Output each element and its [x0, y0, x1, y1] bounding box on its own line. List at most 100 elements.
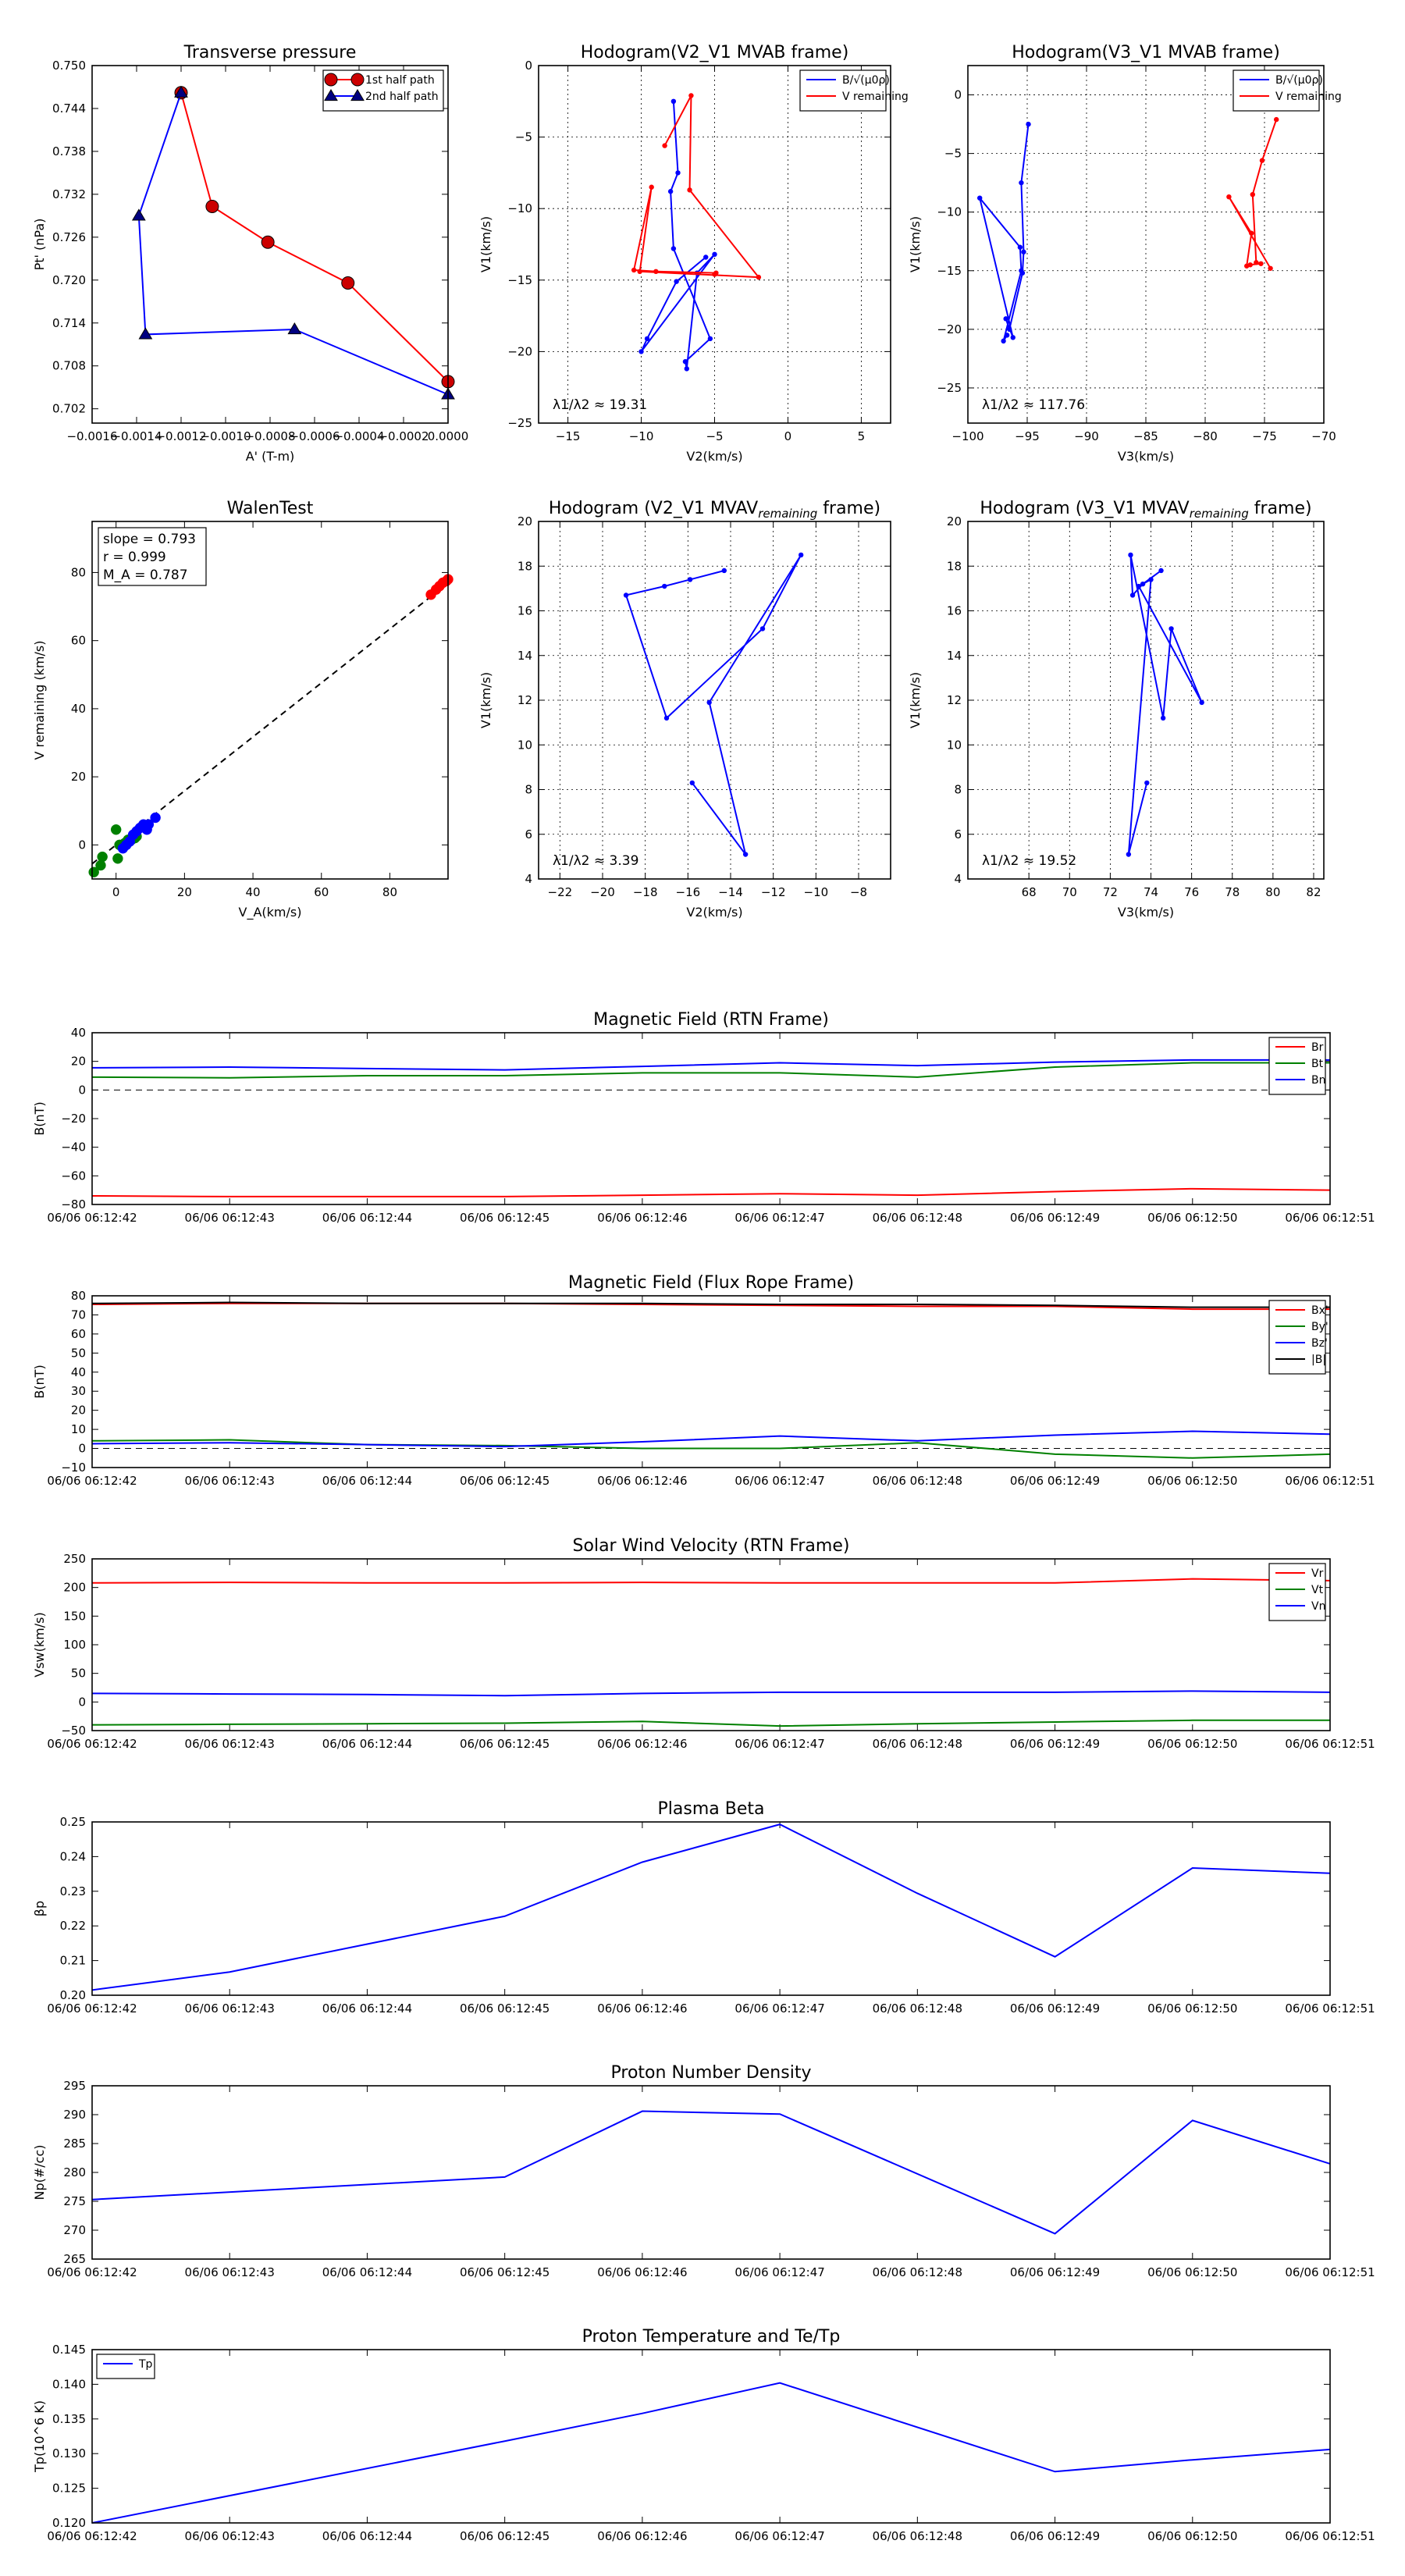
- hodogram-v2-v1-mvab-point: [707, 336, 713, 342]
- proton-temperature-ytick-label: 0.140: [52, 2377, 86, 2391]
- transverse-pressure-ytick-label: 0.744: [52, 101, 86, 116]
- hodogram-v2-v1-mvab-point: [653, 269, 659, 275]
- hodogram-v3-v1-mvab-xtick-label: −90: [1074, 429, 1099, 443]
- solar-wind-velocity-ytick-label: 250: [63, 1552, 86, 1566]
- hodogram-v3-v1-mvab-point: [1017, 244, 1023, 250]
- hodogram-v3-v1-mvab-point: [1010, 335, 1016, 340]
- hodogram-v2-v1-mvab-point: [644, 336, 650, 342]
- transverse-pressure-ytick-label: 0.720: [52, 273, 86, 287]
- magnetic-field-rtn-ytick-label: 20: [71, 1055, 86, 1069]
- transverse-pressure-xtick-label: −0.0008: [244, 429, 295, 443]
- hodogram-v2-v1-mvav-xtick-label: −14: [718, 885, 743, 899]
- plasma-beta-chart: 0.20 0.21 0.22 0.23 0.24 0.25 06/06 06:12:42 06…: [32, 1799, 1375, 2016]
- hodogram-v3-v1-mvab-chart: −25 −20 −15 −10 −5 0 −100 −95 −90 −85 −80 −75 −70 Hod…: [908, 43, 1342, 464]
- hodogram-v3-v1-mvab-point: [1007, 326, 1012, 333]
- proton-temperature-series-tp-line: [91, 2382, 1331, 2524]
- hodogram-v2-v1-mvav-point: [706, 699, 712, 706]
- hodogram-v2-v1-mvab-xtick-label: −5: [706, 429, 723, 443]
- hodogram-v3-v1-mvav-xtick-label: 72: [1103, 885, 1118, 899]
- plasma-beta-time-label: 06/06 06:12:51: [1285, 2001, 1375, 2016]
- transverse-pressure-xtick-label: −0.0006: [289, 429, 340, 443]
- magnetic-field-rtn-legend-label: Bn: [1311, 1074, 1325, 1087]
- magnetic-field-flux-rope-ytick-label: 30: [71, 1384, 86, 1398]
- hodogram-v2-v1-mvab-point: [667, 189, 674, 194]
- solar-wind-velocity-time-label: 06/06 06:12:51: [1285, 1737, 1375, 1751]
- solar-wind-velocity-time-label: 06/06 06:12:48: [873, 1737, 962, 1751]
- transverse-pressure-xtick-label: −0.0014: [111, 429, 162, 443]
- hodogram-v2-v1-mvab-xtick-label: −15: [556, 429, 581, 443]
- hodogram-v3-v1-mvav-xtick-label: 76: [1184, 885, 1199, 899]
- magnetic-field-flux-rope-legend-label: |B|: [1311, 1354, 1326, 1366]
- hodogram-v3-v1-mvav-ytick-label: 4: [954, 872, 962, 886]
- hodogram-v2-v1-mvab-xtick-label: −10: [629, 429, 654, 443]
- transverse-pressure-xtick-label: −0.0012: [155, 429, 206, 443]
- proton-number-density-time-label: 06/06 06:12:50: [1147, 2265, 1237, 2279]
- transverse-pressure-frame: [91, 65, 449, 424]
- hodogram-v2-v1-mvab-point: [649, 184, 654, 190]
- transverse-pressure-ytick-label: 0.708: [52, 359, 86, 373]
- magnetic-field-flux-rope-ytick-label: 40: [71, 1365, 86, 1379]
- transverse-pressure-ytick-label: 0.738: [52, 144, 86, 158]
- solar-wind-velocity-ytick-label: 100: [63, 1638, 86, 1652]
- walen-test-xtick-label: 20: [177, 885, 192, 899]
- hodogram-v3-v1-mvav-series-path-line: [1127, 554, 1203, 855]
- hodogram-v2-v1-mvab-frame: [538, 65, 891, 424]
- transverse-pressure-title: Transverse pressure: [183, 43, 357, 62]
- plasma-beta-time-label: 06/06 06:12:42: [47, 2001, 137, 2016]
- hodogram-v3-v1-mvab-eigen-ratio: λ1/λ2 ≈ 117.76: [982, 397, 1085, 413]
- proton-number-density-time-label: 06/06 06:12:45: [460, 2265, 550, 2279]
- transverse-pressure-legend: [322, 69, 444, 112]
- transverse-pressure-ytick-label: 0.726: [52, 230, 86, 244]
- solar-wind-velocity-time-label: 06/06 06:12:43: [185, 1737, 275, 1751]
- hodogram-v2-v1-mvav-frame: [538, 521, 891, 880]
- proton-temperature-legend: [96, 2354, 155, 2379]
- hodogram-v2-v1-mvab-ytick-label: −5: [515, 130, 532, 144]
- hodogram-v2-v1-mvav-ytick-label: 14: [518, 649, 532, 663]
- walen-stats-box: [98, 527, 207, 586]
- hodogram-v2-v1-mvav-point: [663, 715, 670, 721]
- magnetic-field-rtn-legend-label: Bt: [1311, 1058, 1324, 1070]
- walen-stat-line: slope = 0.793: [103, 532, 196, 547]
- hodogram-v3-v1-mvav-eigen-ratio: λ1/λ2 ≈ 19.52: [982, 853, 1076, 869]
- solar-wind-velocity-ylabel: Vsw(km/s): [32, 1612, 47, 1677]
- walen-test-xtick-label: 40: [246, 885, 261, 899]
- magnetic-field-flux-rope-ytick-label: 80: [71, 1289, 86, 1303]
- proton-number-density-ytick-label: 275: [63, 2194, 86, 2208]
- magnetic-field-flux-rope-time-label: 06/06 06:12:47: [735, 1474, 824, 1488]
- solar-wind-velocity-legend-label: Vr: [1311, 1567, 1324, 1580]
- transverse-pressure-ytick-label: 0.732: [52, 187, 86, 201]
- solar-wind-velocity-time-label: 06/06 06:12:44: [322, 1737, 412, 1751]
- hodogram-v2-v1-mvab-ytick-label: −25: [507, 416, 532, 430]
- proton-temperature-ytick-label: 0.130: [52, 2446, 86, 2460]
- solar-wind-velocity-time-label: 06/06 06:12:45: [460, 1737, 550, 1751]
- hodogram-v2-v1-mvab-ytick-label: −10: [507, 201, 532, 215]
- solar-wind-velocity-series-vt-line: [91, 1719, 1330, 1727]
- walen-test-ytick-label: 40: [71, 702, 86, 716]
- walen-test-frame: [91, 521, 449, 880]
- magnetic-field-rtn-ytick-label: −60: [61, 1169, 86, 1183]
- proton-temperature-time-label: 06/06 06:12:42: [47, 2529, 137, 2543]
- hodogram-v3-v1-mvav-ylabel: V1(km/s): [908, 672, 923, 728]
- plasma-beta-ylabel: βp: [32, 1901, 47, 1916]
- hodogram-v3-v1-mvav-ytick-label: 18: [947, 559, 962, 573]
- hodogram-v2-v1-mvab-point: [712, 251, 717, 258]
- plasma-beta-time-label: 06/06 06:12:44: [322, 2001, 412, 2016]
- solar-wind-velocity-time-label: 06/06 06:12:50: [1147, 1737, 1237, 1751]
- plasma-beta-ytick-label: 0.21: [60, 1954, 86, 1968]
- magnetic-field-flux-rope-ytick-label: 60: [71, 1327, 86, 1341]
- magnetic-field-flux-rope-frame: [91, 1295, 1331, 1468]
- hodogram-v3-v1-mvab-ytick-label: −15: [937, 264, 962, 278]
- solar-wind-velocity-series-vn-line: [91, 1690, 1331, 1697]
- hodogram-v2-v1-mvav-point: [759, 626, 766, 632]
- proton-number-density-ytick-label: 280: [63, 2165, 86, 2179]
- hodogram-v2-v1-mvab-point: [682, 359, 688, 365]
- walen-test-ylabel: V remaining (km/s): [32, 641, 47, 760]
- proton-temperature-time-label: 06/06 06:12:48: [873, 2529, 962, 2543]
- magnetic-field-rtn-frame: [91, 1032, 1331, 1205]
- magnetic-field-flux-rope-ytick-label: 0: [78, 1442, 86, 1456]
- hodogram-v3-v1-mvav-frame: [967, 521, 1325, 880]
- hodogram-v2-v1-mvab-legend: [799, 69, 887, 112]
- proton-temperature-chart: 0.120 0.125 0.130 0.135 0.140 0.145 06/06 06:1…: [32, 2327, 1375, 2543]
- magnetic-field-flux-rope-ylabel: B(nT): [32, 1364, 47, 1398]
